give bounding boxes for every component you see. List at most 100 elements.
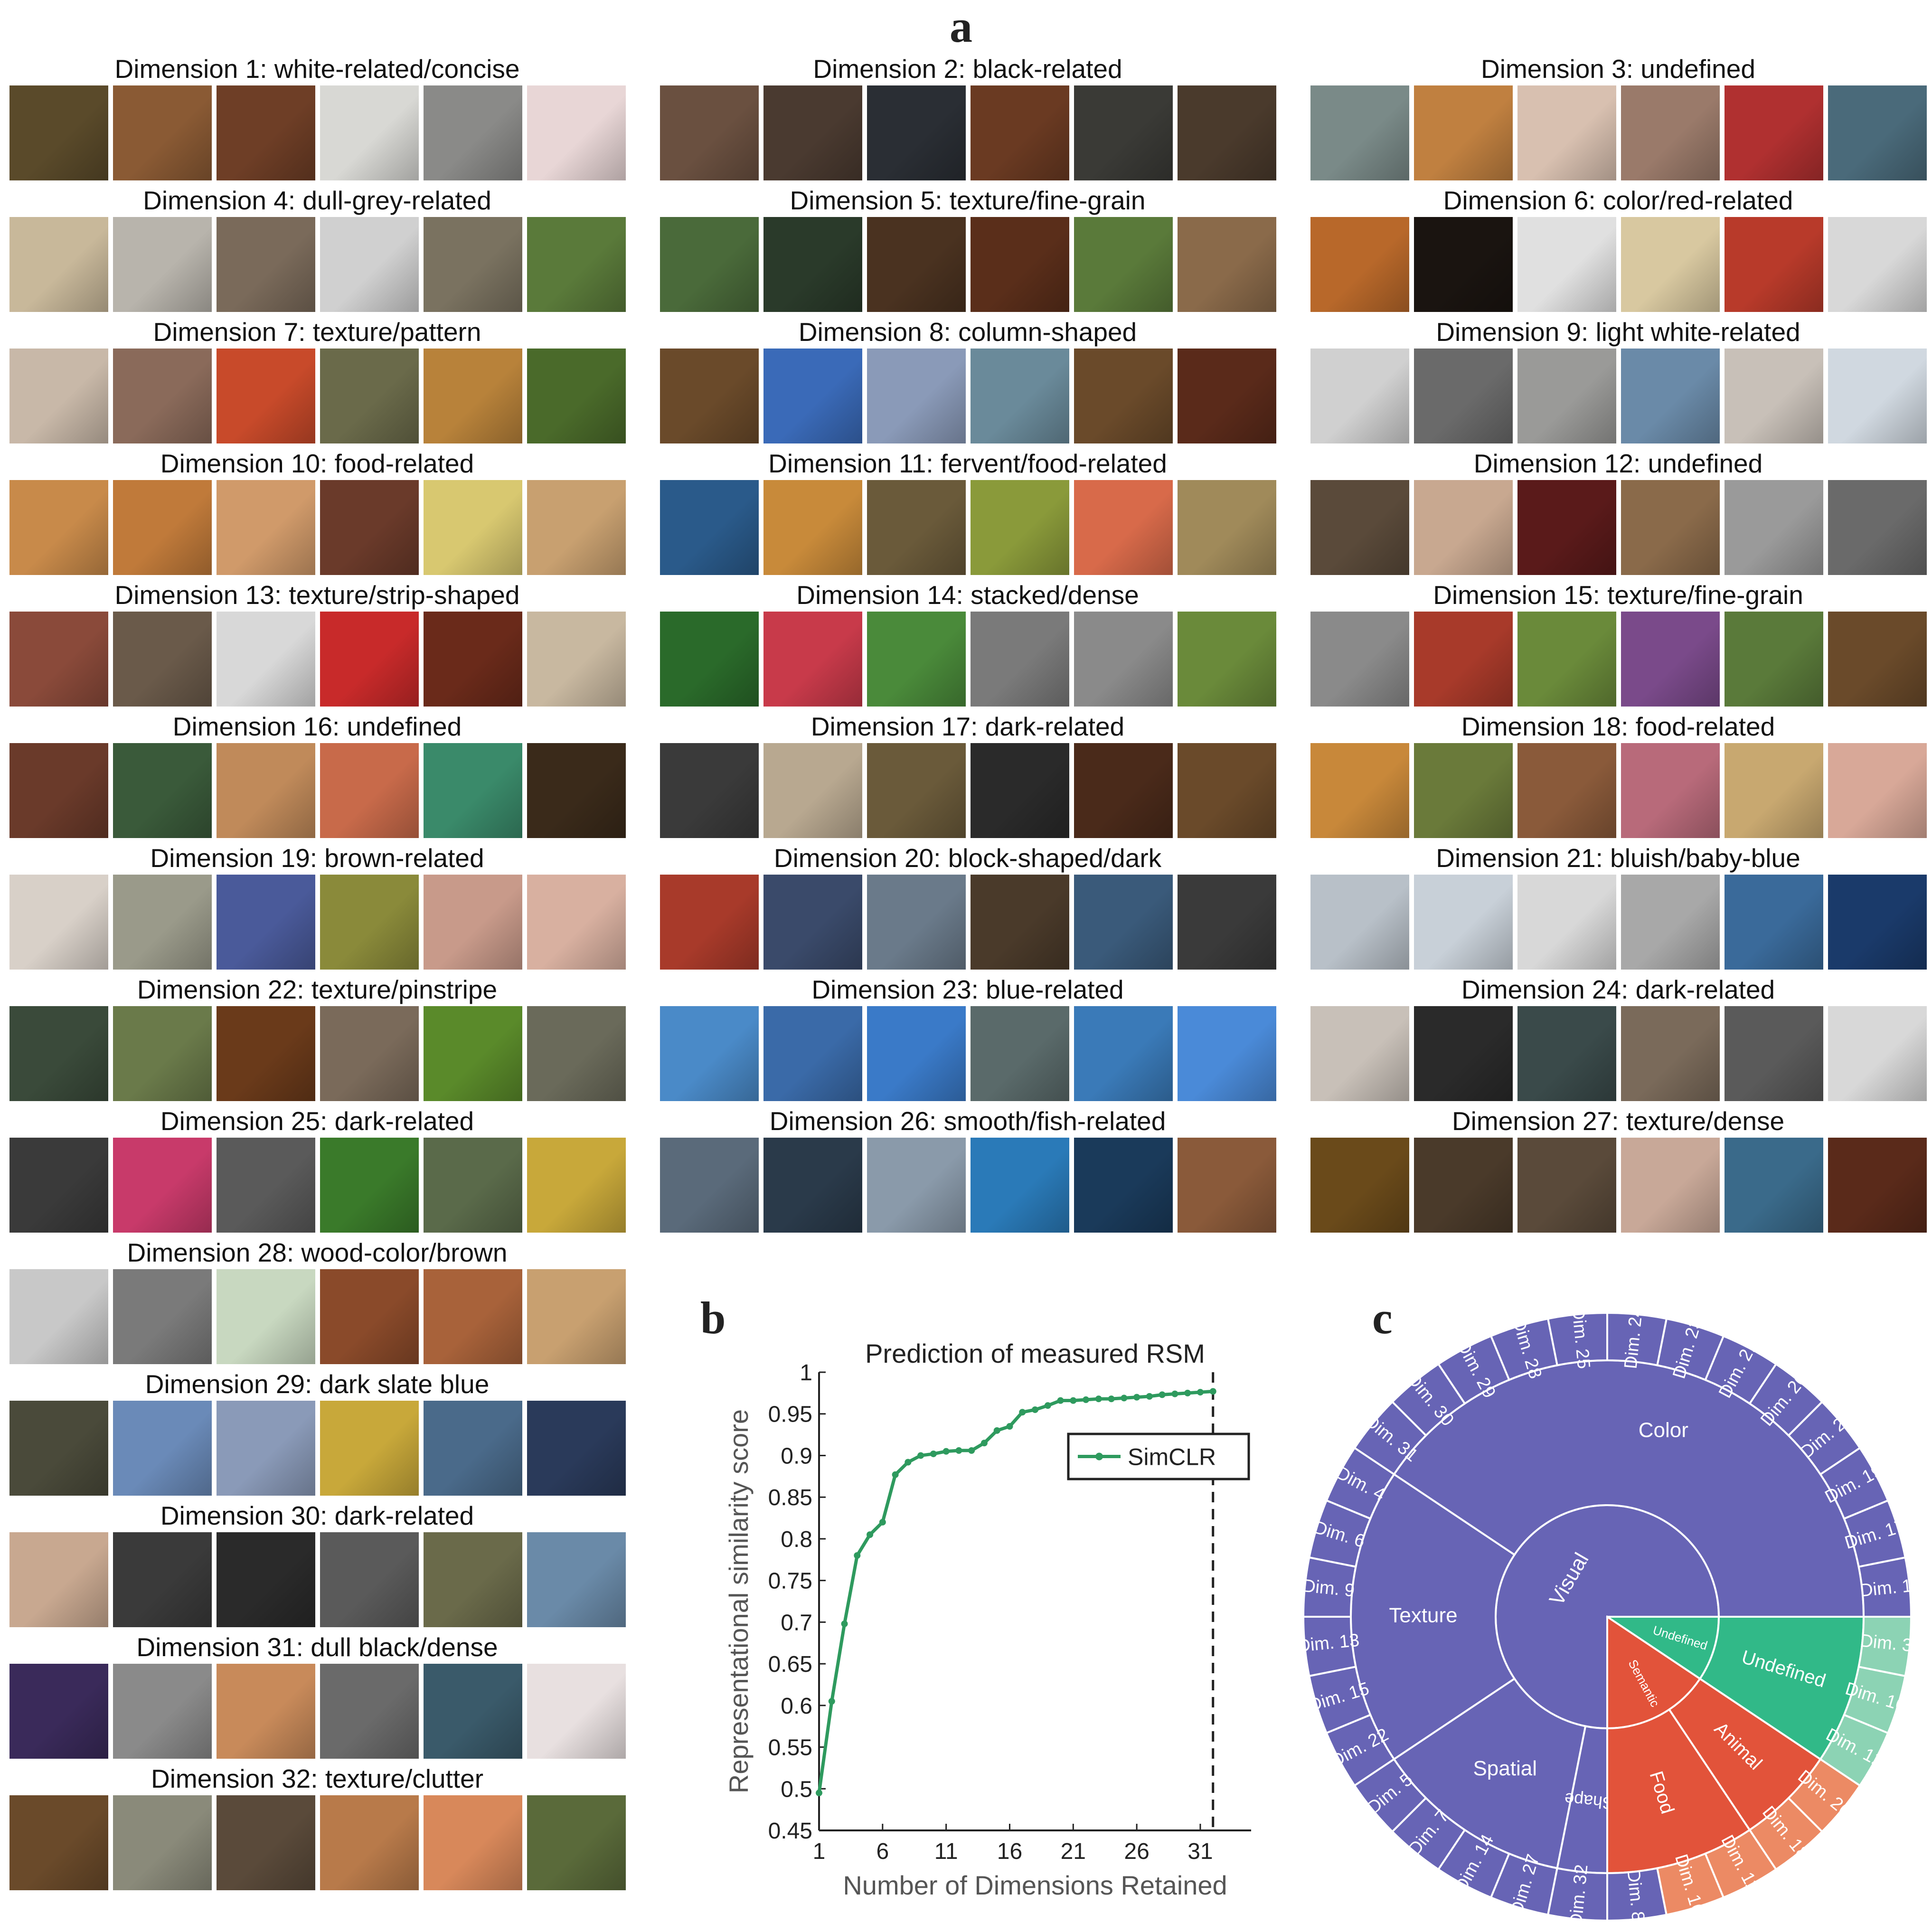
dimension-block-15: Dimension 15: texture/fine-grain [1310, 578, 1927, 709]
data-point [1108, 1395, 1115, 1403]
dimension-title: Dimension 2: black-related [813, 54, 1122, 84]
thumbnail-row [1310, 875, 1927, 970]
image-thumbnail [424, 1795, 522, 1890]
image-thumbnail [1621, 480, 1720, 575]
image-thumbnail [763, 612, 862, 707]
image-thumbnail [9, 85, 108, 180]
thumbnail-row [660, 85, 1276, 180]
image-thumbnail [527, 349, 626, 443]
middle-sector-label: Texture [1389, 1604, 1457, 1627]
image-thumbnail [867, 349, 966, 443]
image-thumbnail [1310, 612, 1409, 707]
image-thumbnail [527, 480, 626, 575]
y-tick-label: 0.95 [768, 1402, 812, 1427]
image-thumbnail [763, 1138, 862, 1233]
image-thumbnail [1828, 1138, 1927, 1233]
y-tick-label: 0.9 [781, 1443, 812, 1469]
legend-marker [1095, 1452, 1103, 1461]
dimension-block-4: Dimension 4: dull-grey-related [9, 184, 626, 315]
image-thumbnail [1725, 612, 1823, 707]
rsm-prediction-chart: Prediction of measured RSM 0.45 0.5 0.55 0.6… [724, 1339, 1251, 1900]
image-thumbnail [660, 1138, 759, 1233]
thumbnail-row [9, 1795, 626, 1890]
dimension-title: Dimension 30: dark-related [160, 1501, 474, 1530]
image-thumbnail [763, 480, 862, 575]
dimension-title: Dimension 5: texture/fine-grain [790, 186, 1146, 215]
dimension-block-23: Dimension 23: blue-related [660, 973, 1276, 1104]
thumbnail-row [9, 349, 626, 443]
dimension-title: Dimension 22: texture/pinstripe [137, 975, 498, 1004]
data-point [816, 1790, 822, 1797]
image-thumbnail [9, 217, 108, 312]
thumbnail-row [660, 1006, 1276, 1101]
dimension-block-3: Dimension 3: undefined [1310, 52, 1927, 183]
thumbnail-row [9, 1269, 626, 1364]
middle-sector-label: Color [1639, 1419, 1688, 1442]
image-thumbnail [527, 1532, 626, 1627]
image-thumbnail [1310, 349, 1409, 443]
thumbnail-row [1310, 85, 1927, 180]
data-point [905, 1459, 912, 1466]
image-thumbnail [1074, 1138, 1173, 1233]
image-thumbnail [1414, 1138, 1513, 1233]
image-thumbnail [113, 85, 212, 180]
y-tick-label: 0.55 [768, 1735, 812, 1761]
thumbnail-row [1310, 217, 1927, 312]
dimension-title: Dimension 24: dark-related [1461, 975, 1775, 1004]
x-tick-label: 26 [1124, 1839, 1149, 1864]
image-thumbnail [320, 1795, 419, 1890]
image-thumbnail [113, 612, 212, 707]
image-thumbnail [971, 743, 1069, 838]
image-thumbnail [1414, 875, 1513, 970]
image-thumbnail [217, 480, 315, 575]
y-tick-label: 0.85 [768, 1485, 812, 1510]
image-thumbnail [867, 743, 966, 838]
image-thumbnail [424, 612, 522, 707]
image-thumbnail [1310, 1138, 1409, 1233]
image-thumbnail [527, 1795, 626, 1890]
image-thumbnail [1310, 480, 1409, 575]
data-point [955, 1447, 962, 1454]
panel-a-label: a [950, 1, 972, 52]
image-thumbnail [1517, 480, 1616, 575]
thumbnail-row [9, 1532, 626, 1627]
dimension-title: Dimension 28: wood-color/brown [127, 1238, 508, 1267]
image-thumbnail [424, 85, 522, 180]
dimension-block-31: Dimension 31: dull black/dense [9, 1631, 626, 1762]
image-thumbnail [424, 480, 522, 575]
image-thumbnail [424, 743, 522, 838]
data-point [917, 1452, 924, 1459]
dimension-block-11: Dimension 11: fervent/food-related [660, 447, 1276, 578]
image-thumbnail [217, 1664, 315, 1759]
image-thumbnail [527, 612, 626, 707]
data-point [1121, 1395, 1128, 1402]
thumbnail-row [9, 217, 626, 312]
image-thumbnail [971, 1138, 1069, 1233]
dimension-block-32: Dimension 32: texture/clutter [9, 1762, 626, 1893]
image-thumbnail [217, 1532, 315, 1627]
dimension-title: Dimension 20: block-shaped/dark [773, 843, 1162, 873]
image-thumbnail [1178, 85, 1276, 180]
image-thumbnail [320, 1269, 419, 1364]
image-thumbnail [660, 349, 759, 443]
y-tick-label: 0.7 [781, 1610, 812, 1635]
y-tick-label: 0.45 [768, 1819, 812, 1844]
dimension-block-6: Dimension 6: color/red-related [1310, 184, 1927, 315]
thumbnail-row [660, 349, 1276, 443]
image-thumbnail [660, 85, 759, 180]
x-tick-label: 31 [1187, 1839, 1213, 1864]
image-thumbnail [1517, 349, 1616, 443]
dimension-block-10: Dimension 10: food-related [9, 447, 626, 578]
image-thumbnail [1310, 1006, 1409, 1101]
data-point [980, 1440, 988, 1447]
image-thumbnail [1414, 349, 1513, 443]
data-point [1006, 1423, 1013, 1430]
image-thumbnail [424, 1269, 522, 1364]
image-thumbnail [424, 217, 522, 312]
image-thumbnail [217, 743, 315, 838]
data-point [993, 1427, 1000, 1434]
y-tick-label: 0.75 [768, 1569, 812, 1594]
image-thumbnail [217, 1401, 315, 1496]
image-thumbnail [1828, 480, 1927, 575]
x-tick-label: 16 [997, 1839, 1022, 1864]
